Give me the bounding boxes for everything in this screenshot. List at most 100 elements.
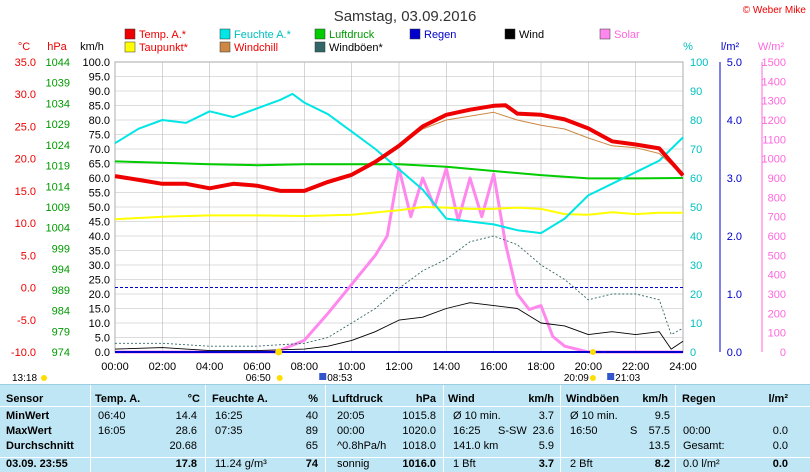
wind-tick: 10.0 <box>89 318 110 330</box>
time-tick: 12:00 <box>385 361 413 373</box>
pressure-time: 00:00 <box>337 425 365 437</box>
solar-tick: 1200 <box>762 115 786 127</box>
legend-label: Taupunkt* <box>139 42 189 54</box>
wind-time: 16:25 <box>453 425 481 437</box>
wind-tick: 20.0 <box>89 289 110 301</box>
temp-value: 28.6 <box>175 425 197 437</box>
humidity-tick: 100 <box>690 57 708 69</box>
wind-tick: 35.0 <box>89 246 110 258</box>
legend-swatch <box>219 41 231 53</box>
wind-tick: 90.0 <box>89 86 110 98</box>
sunset-axis-icon <box>589 349 596 355</box>
solar-tick: 1500 <box>762 57 786 69</box>
gust-direction: S <box>630 425 638 437</box>
pressure-tick: 1039 <box>46 78 70 90</box>
table-header: % <box>308 393 318 405</box>
solar-tick: 0 <box>780 347 786 359</box>
moonrise-time: 08:53 <box>327 373 352 384</box>
pressure-tick: 1029 <box>46 119 70 131</box>
time-tick: 06:00 <box>243 361 271 373</box>
temp-tick: 25.0 <box>15 121 36 133</box>
humidity-tick: 70 <box>690 144 702 156</box>
time-tick: 10:00 <box>338 361 366 373</box>
moonrise-icon <box>319 373 327 380</box>
row-label: MinWert <box>6 410 50 422</box>
rain-time: 0.0 l/m² <box>683 458 720 470</box>
table-header: hPa <box>415 393 436 405</box>
table-header: Luftdruck <box>332 393 383 405</box>
pressure-tick: 1034 <box>46 98 70 110</box>
humidity-tick: 40 <box>690 231 702 243</box>
wind-value: 3.7 <box>538 410 554 422</box>
wind-time: Ø 10 min. <box>453 410 501 422</box>
table-divider <box>560 385 561 472</box>
table-header: Windböen <box>566 393 620 405</box>
legend-label: Temp. A.* <box>139 29 187 41</box>
humidity-time: 11.24 g/m³ <box>215 458 267 470</box>
legend-swatch <box>504 28 516 40</box>
humidity-time: 16:25 <box>215 410 243 422</box>
time-tick: 08:00 <box>291 361 319 373</box>
wind-tick: 70.0 <box>89 144 110 156</box>
solar-tick: 1000 <box>762 154 786 166</box>
temp-tick: 5.0 <box>21 250 36 262</box>
humidity-time: 07:35 <box>215 425 243 437</box>
pressure-tick: 1019 <box>46 161 70 173</box>
rain-tick: 4.0 <box>727 115 742 127</box>
humidity-tick: 10 <box>690 318 702 330</box>
pressure-tick: 1009 <box>46 202 70 214</box>
temp-value: 17.8 <box>175 458 197 470</box>
gust-time: 2 Bft <box>570 458 593 470</box>
gust-value: 8.2 <box>654 458 670 470</box>
wind-tick: 50.0 <box>89 202 110 214</box>
pressure-tick: 989 <box>52 285 70 297</box>
table-divider <box>443 385 444 472</box>
humidity-tick: 20 <box>690 289 702 301</box>
statistics-table: Sensor Temp. A. °C Feuchte A.% Luftdruck hPa W… <box>0 384 810 472</box>
series-windchill <box>398 111 684 176</box>
rain-value: 0.0 <box>772 440 788 452</box>
table-divider <box>90 385 91 472</box>
temp-tick: 30.0 <box>15 89 36 101</box>
legend-label: Regen <box>424 29 456 41</box>
legend-label: Windchill <box>234 42 278 54</box>
rain-tick: 1.0 <box>727 289 742 301</box>
temp-value: 20.68 <box>169 440 197 452</box>
table-header: Temp. A. <box>95 393 141 405</box>
wind-tick: 80.0 <box>89 115 110 127</box>
weather-chart: Samstag, 03.09.2016 © Weber Mike Temp. A.*… <box>11 5 807 384</box>
pressure-tick: 1044 <box>46 57 70 69</box>
pressure-tick: 974 <box>52 347 70 359</box>
rain-tick: 3.0 <box>727 173 742 185</box>
humidity-value: 89 <box>305 425 318 437</box>
wind-time: 141.0 km <box>453 440 499 452</box>
sunrise-icon <box>275 348 283 356</box>
series-windben <box>115 235 684 347</box>
series-solar <box>115 166 683 354</box>
time-tick: 22:00 <box>622 361 650 373</box>
pressure-tick: 979 <box>52 326 70 338</box>
time-tick: 20:00 <box>575 361 603 373</box>
sunset-time: 20:09 <box>564 373 589 384</box>
legend-swatch <box>219 28 231 40</box>
humidity-tick: 60 <box>690 173 702 185</box>
pressure-value: 1016.0 <box>402 458 436 470</box>
row-label: 03.09. 23:55 <box>6 458 68 470</box>
solar-tick: 300 <box>768 289 786 301</box>
wind-direction: S-SW <box>498 425 527 437</box>
time-tick: 04:00 <box>196 361 224 373</box>
gust-value: 13.5 <box>648 440 670 452</box>
wind-tick: 75.0 <box>89 130 110 142</box>
wind-tick: 85.0 <box>89 101 110 113</box>
temp-time: 06:40 <box>98 410 126 422</box>
table-header: km/h <box>642 393 668 405</box>
wind-tick: 45.0 <box>89 217 110 229</box>
sunset-icon <box>589 375 596 381</box>
temp-tick: -10.0 <box>11 347 36 359</box>
table-header: Feuchte A. <box>212 393 268 405</box>
legend-swatch <box>314 28 326 40</box>
time-tick: 14:00 <box>433 361 461 373</box>
current-time: 13:18 <box>12 373 37 384</box>
solar-tick: 1400 <box>762 76 786 88</box>
legend-label: Solar <box>614 29 640 41</box>
